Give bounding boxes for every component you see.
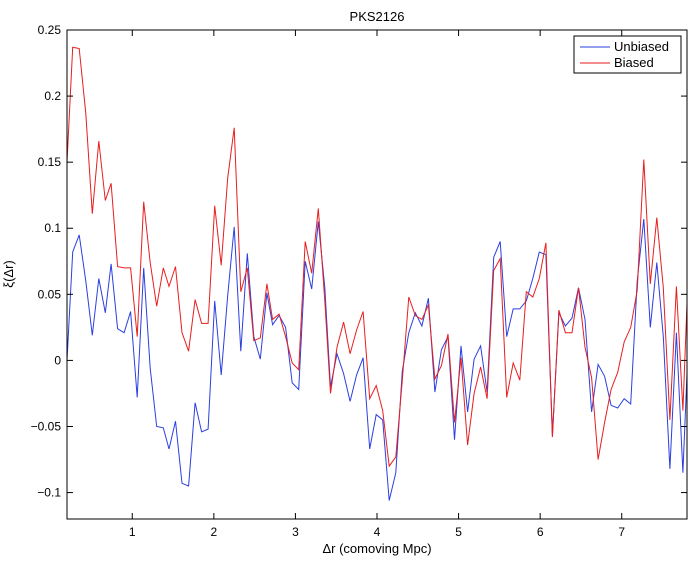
y-tick-label: 0.15 (38, 155, 62, 169)
legend-label-biased: Biased (614, 55, 654, 70)
y-tick-label: 0.2 (44, 89, 61, 103)
x-tick-label: 2 (210, 525, 217, 539)
legend-label-unbiased: Unbiased (614, 39, 669, 54)
x-axis: 1 2 3 4 5 6 7 (129, 30, 625, 539)
y-axis: −0.1 −0.05 0 0.05 0.1 0.15 0.2 0.25 (31, 23, 687, 500)
y-tick-label: −0.05 (31, 419, 62, 433)
legend-box (573, 35, 682, 74)
y-tick-label: −0.1 (37, 486, 61, 500)
y-tick-label: 0.05 (38, 287, 62, 301)
series-layer (66, 46, 688, 501)
series-line-unbiased (66, 218, 688, 501)
y-tick-label: 0 (54, 353, 61, 367)
chart-title: PKS2126 (350, 9, 405, 24)
x-tick-label: 6 (537, 525, 544, 539)
x-tick-label: 5 (455, 525, 462, 539)
series-line-biased (66, 46, 688, 468)
x-axis-label: Δr (comoving Mpc) (322, 541, 431, 556)
y-tick-label: 0.25 (38, 23, 62, 37)
x-tick-label: 4 (374, 525, 381, 539)
y-axis-label: ξ(Δr) (1, 260, 16, 288)
legend: Unbiased Biased (573, 35, 682, 74)
plot-background (67, 30, 687, 519)
x-tick-label: 7 (618, 525, 625, 539)
x-tick-label: 1 (129, 525, 136, 539)
y-tick-label: 0.1 (44, 221, 61, 235)
x-tick-label: 3 (292, 525, 299, 539)
